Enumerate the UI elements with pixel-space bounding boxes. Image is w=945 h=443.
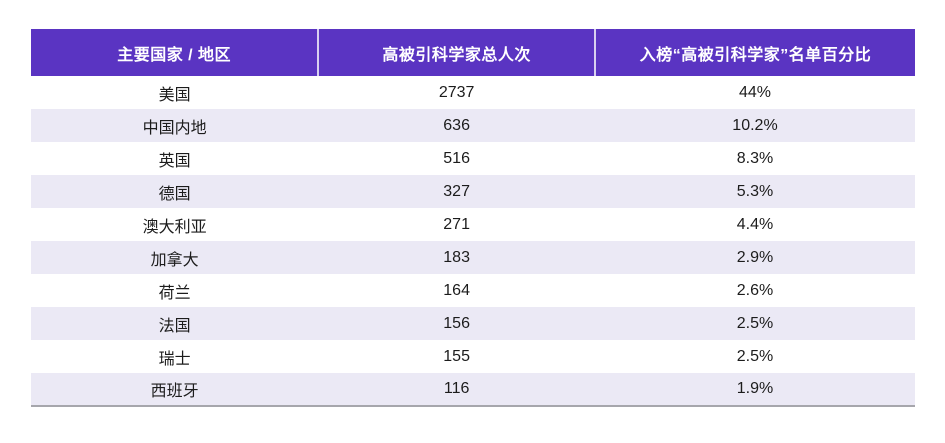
cell-total-count: 271 xyxy=(318,208,595,241)
table-row: 中国内地 636 10.2% xyxy=(31,109,915,142)
table-row: 澳大利亚 271 4.4% xyxy=(31,208,915,241)
cell-list-percentage: 4.4% xyxy=(594,208,915,241)
header-cell-total-count: 高被引科学家总人次 xyxy=(317,29,595,76)
cell-country: 西班牙 xyxy=(31,373,319,406)
cell-country: 瑞士 xyxy=(31,340,319,373)
cell-list-percentage: 1.9% xyxy=(594,373,915,406)
cell-total-count: 636 xyxy=(318,109,595,142)
table-row: 美国 2737 44% xyxy=(31,76,915,109)
cell-list-percentage: 2.5% xyxy=(594,340,915,373)
table-row: 英国 516 8.3% xyxy=(31,142,915,175)
table-row: 西班牙 116 1.9% xyxy=(31,373,915,406)
header-row: 主要国家 / 地区 高被引科学家总人次 入榜“高被引科学家”名单百分比 xyxy=(31,29,915,76)
cell-list-percentage: 5.3% xyxy=(594,175,915,208)
cell-country: 英国 xyxy=(31,142,319,175)
cell-list-percentage: 2.6% xyxy=(594,274,915,307)
cell-country: 德国 xyxy=(31,175,319,208)
header-cell-country: 主要国家 / 地区 xyxy=(31,29,319,76)
table-row: 瑞士 155 2.5% xyxy=(31,340,915,373)
table-row: 加拿大 183 2.9% xyxy=(31,241,915,274)
highly-cited-scientists-table-container: 主要国家 / 地区 高被引科学家总人次 入榜“高被引科学家”名单百分比 美国 2… xyxy=(31,29,915,407)
cell-total-count: 116 xyxy=(318,373,595,406)
cell-country: 荷兰 xyxy=(31,274,319,307)
cell-total-count: 164 xyxy=(318,274,595,307)
cell-total-count: 2737 xyxy=(318,76,595,109)
table-row: 法国 156 2.5% xyxy=(31,307,915,340)
cell-list-percentage: 2.9% xyxy=(594,241,915,274)
table-body: 美国 2737 44% 中国内地 636 10.2% 英国 516 8.3% 德… xyxy=(31,76,915,406)
header-cell-list-percentage: 入榜“高被引科学家”名单百分比 xyxy=(593,29,915,76)
cell-total-count: 183 xyxy=(318,241,595,274)
highly-cited-scientists-table: 主要国家 / 地区 高被引科学家总人次 入榜“高被引科学家”名单百分比 美国 2… xyxy=(31,29,915,407)
cell-country: 中国内地 xyxy=(31,109,319,142)
table-row: 荷兰 164 2.6% xyxy=(31,274,915,307)
cell-list-percentage: 10.2% xyxy=(594,109,915,142)
cell-total-count: 156 xyxy=(318,307,595,340)
table-row: 德国 327 5.3% xyxy=(31,175,915,208)
cell-country: 澳大利亚 xyxy=(31,208,319,241)
cell-total-count: 516 xyxy=(318,142,595,175)
cell-list-percentage: 44% xyxy=(594,76,915,109)
table-header: 主要国家 / 地区 高被引科学家总人次 入榜“高被引科学家”名单百分比 xyxy=(31,29,915,76)
cell-list-percentage: 2.5% xyxy=(594,307,915,340)
cell-country: 法国 xyxy=(31,307,319,340)
cell-country: 美国 xyxy=(31,76,319,109)
cell-total-count: 327 xyxy=(318,175,595,208)
cell-country: 加拿大 xyxy=(31,241,319,274)
cell-total-count: 155 xyxy=(318,340,595,373)
cell-list-percentage: 8.3% xyxy=(594,142,915,175)
